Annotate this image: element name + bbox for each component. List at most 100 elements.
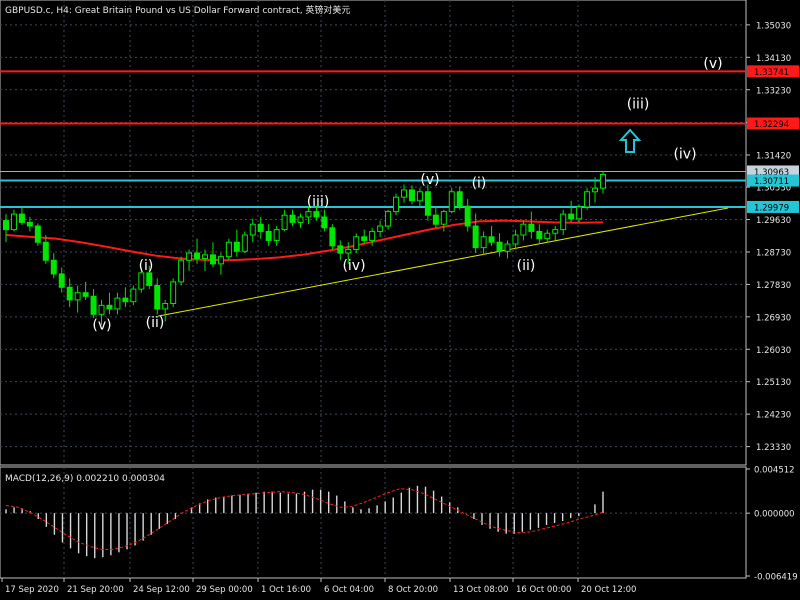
price-tag-label: 1.29979 <box>754 203 789 213</box>
candle-body <box>337 245 344 254</box>
time-tick-label: 17 Sep 2020 <box>5 585 59 595</box>
candle-body <box>289 214 296 223</box>
candle-body <box>401 189 407 198</box>
time-tick-label: 8 Oct 20:00 <box>388 585 438 595</box>
price-tick-label: 1.35030 <box>756 21 791 31</box>
wave-labels: (v) (i) (ii) (iii) (iv) (v) (i) (ii) (iii) (iv) (v… <box>92 56 722 333</box>
wave-label: (v) <box>92 317 111 333</box>
candle-body <box>66 286 73 301</box>
candle-body <box>42 241 49 261</box>
candle-body <box>3 220 9 231</box>
price-tick-label: 1.33230 <box>756 86 791 96</box>
time-tick-label: 6 Oct 04:00 <box>324 585 374 595</box>
candle-body <box>146 272 153 286</box>
time-axis: 17 Sep 2020 21 Sep 20:00 24 Sep 12:00 29 Se… <box>1 578 636 595</box>
macd-tick-label: 0.004512 <box>754 466 795 476</box>
time-tick-label: 20 Oct 12:00 <box>581 585 636 595</box>
candle-body <box>416 191 423 202</box>
macd-signal-line <box>5 488 604 550</box>
up-arrow-icon <box>618 128 642 153</box>
macd-tick-label: -0.006419 <box>754 573 798 583</box>
price-tick-label: 1.27830 <box>756 281 791 291</box>
candle-body <box>209 254 216 265</box>
price-tick-label: 1.25130 <box>756 378 791 388</box>
price-tick-label: 1.26930 <box>756 313 791 323</box>
candle-body <box>257 223 264 232</box>
price-tag-box <box>747 117 799 130</box>
candle-body <box>305 211 312 218</box>
candle-body <box>568 213 575 220</box>
price-tick-label: 1.26030 <box>756 346 791 356</box>
candle-body <box>138 272 145 290</box>
candle-body <box>58 273 65 288</box>
candle-body <box>297 216 304 223</box>
candle-body <box>82 292 89 297</box>
candle-body <box>472 225 479 249</box>
candle-body <box>241 234 248 252</box>
candle-body <box>488 236 495 243</box>
time-tick-label: 29 Sep 00:00 <box>196 585 253 595</box>
candle-body <box>512 234 519 245</box>
time-tick-label: 24 Sep 12:00 <box>133 585 190 595</box>
wave-label: (v) <box>420 172 439 188</box>
price-axis: 1.350301.341301.332301.323201.314201.305… <box>746 21 791 453</box>
candle-body <box>424 191 431 216</box>
candle-body <box>329 227 336 247</box>
chart-title: GBPUSD.c, H4: Great Britain Pound vs US … <box>5 4 350 16</box>
macd-signal-line <box>5 488 604 550</box>
candle-body <box>520 223 527 236</box>
candle-body <box>536 230 543 240</box>
candle-body <box>34 225 41 243</box>
time-tick-label: 13 Oct 08:00 <box>453 585 508 595</box>
candle-body <box>345 248 352 254</box>
candle-body <box>544 232 551 240</box>
candle-body <box>90 295 97 315</box>
wave-label: (iii) <box>307 194 330 210</box>
candle-body <box>480 236 487 249</box>
candle-body <box>26 221 33 227</box>
price-tick-label: 1.24230 <box>756 411 791 421</box>
candle-body <box>496 241 503 252</box>
candles-group <box>3 170 606 326</box>
candle-body <box>122 297 129 303</box>
price-tag-box <box>747 165 799 178</box>
wave-label: (v) <box>703 56 722 72</box>
candle-body <box>353 236 360 250</box>
candle-body <box>313 211 320 218</box>
candle-body <box>10 213 17 231</box>
candle-body <box>592 187 599 193</box>
wave-label: (ii) <box>146 315 165 331</box>
macd-panel-frame <box>0 466 747 579</box>
candle-body <box>233 241 240 252</box>
candle-body <box>170 281 177 305</box>
candle-body <box>393 196 400 213</box>
candle-body <box>408 189 415 202</box>
candle-body <box>18 213 25 223</box>
time-tick-label: 1 Oct 16:00 <box>261 585 311 595</box>
wave-label: (i) <box>472 175 487 191</box>
price-tag-label: 1.32294 <box>754 120 789 130</box>
trendline-group <box>157 207 729 317</box>
horizontal-levels <box>0 70 746 208</box>
price-tag-label: 1.30711 <box>754 177 789 187</box>
candle-body <box>178 259 185 283</box>
candle-body <box>552 229 559 234</box>
candle-body <box>321 216 328 229</box>
price-tick-label: 1.23330 <box>756 443 791 453</box>
candle-body <box>369 230 376 241</box>
macd-grid <box>0 467 746 578</box>
wave-label: (ii) <box>517 258 536 274</box>
trendline <box>157 207 729 317</box>
candle-body <box>361 236 368 241</box>
candle-body <box>448 191 455 213</box>
macd-title: MACD(12,26,9) 0.002210 0.000304 <box>5 474 165 484</box>
candle-body <box>130 288 137 303</box>
candle-body <box>217 256 224 265</box>
main-grid <box>0 0 746 465</box>
candle-body <box>154 284 161 310</box>
candle-body <box>440 211 447 225</box>
candle-body <box>202 254 208 259</box>
candle-body <box>281 214 288 231</box>
price-tick-label: 1.30530 <box>756 184 791 194</box>
